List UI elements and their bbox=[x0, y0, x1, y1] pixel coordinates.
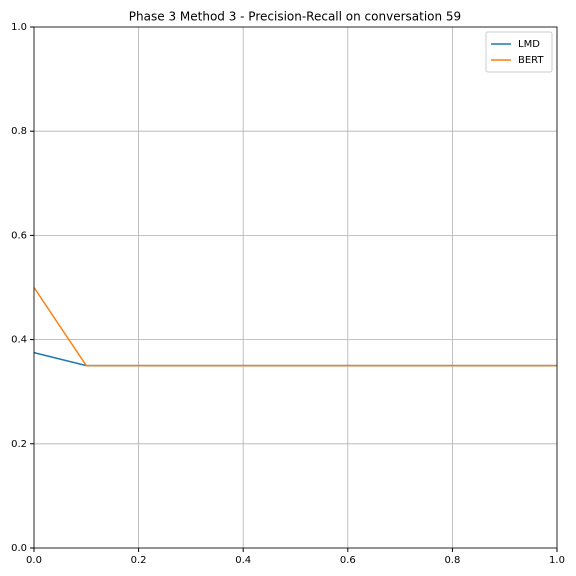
legend-label: BERT bbox=[518, 55, 544, 66]
x-tick-label: 0.0 bbox=[26, 555, 42, 566]
y-tick-label: 0.2 bbox=[11, 439, 27, 450]
plot-frame bbox=[33, 26, 558, 549]
legend-label: LMD bbox=[518, 39, 540, 50]
x-tick-label: 1.0 bbox=[549, 555, 565, 566]
legend-box bbox=[485, 31, 553, 73]
x-tick-label: 0.2 bbox=[131, 555, 147, 566]
line-series bbox=[33, 351, 557, 367]
y-tick-label: 1.0 bbox=[11, 22, 27, 33]
y-tick-label: 0.0 bbox=[11, 543, 27, 554]
y-tick-label: 0.8 bbox=[11, 126, 27, 137]
chart-title: Phase 3 Method 3 - Precision-Recall on c… bbox=[129, 10, 461, 24]
x-tick-label: 0.8 bbox=[444, 555, 460, 566]
x-tick-label: 0.4 bbox=[235, 555, 251, 566]
y-tick-label: 0.4 bbox=[11, 335, 27, 346]
y-tick-label: 0.6 bbox=[11, 230, 27, 241]
x-tick-label: 0.6 bbox=[340, 555, 356, 566]
line-series bbox=[33, 287, 557, 367]
